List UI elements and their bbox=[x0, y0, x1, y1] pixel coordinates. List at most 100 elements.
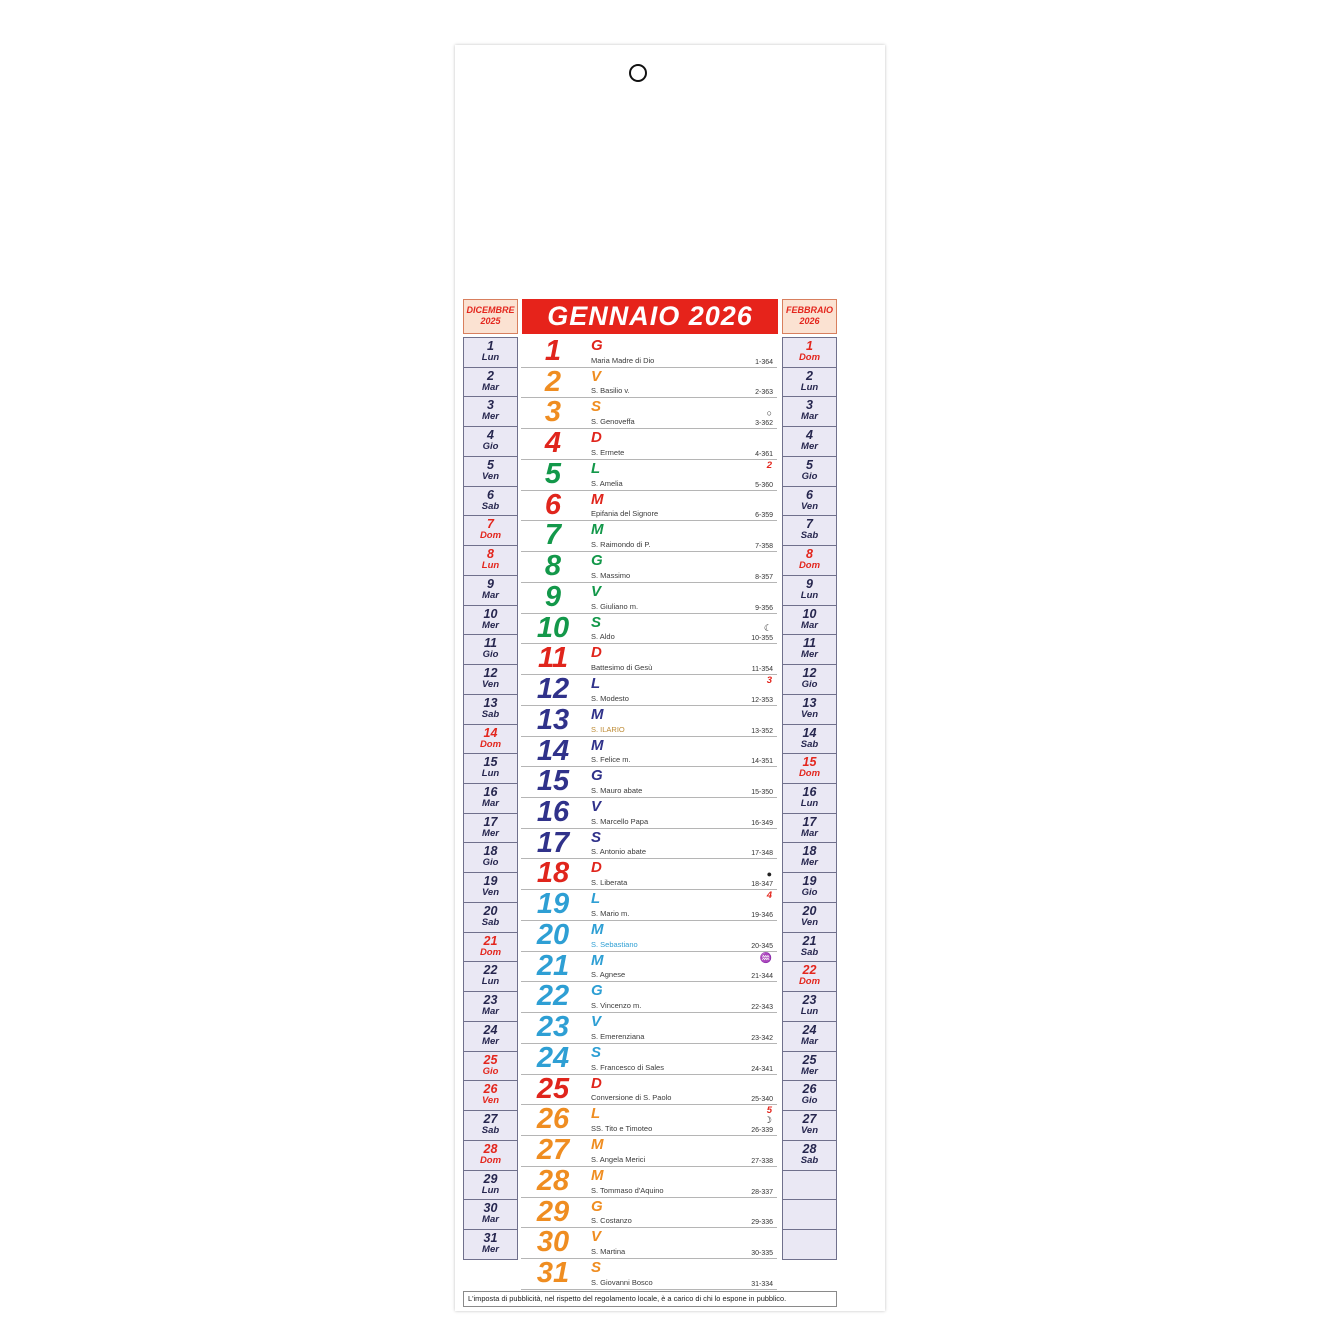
day-row: 14 M S. Felice m. 14-351 bbox=[521, 735, 777, 768]
next-month-year: 2026 bbox=[799, 316, 820, 326]
weekday-letter: D bbox=[591, 429, 602, 447]
side-day-cell: 23 Lun bbox=[782, 991, 837, 1022]
empty-cell bbox=[782, 1199, 837, 1231]
prev-month-year: 2025 bbox=[480, 316, 501, 326]
side-day-cell: 10 Mar bbox=[782, 604, 837, 636]
week-number-badge: 4 bbox=[766, 890, 772, 902]
day-number: 10 bbox=[536, 611, 570, 644]
side-day-cell: 6 Sab bbox=[463, 485, 518, 517]
day-of-year-counter: 12-353 bbox=[751, 696, 773, 704]
day-of-year-counter: 23-342 bbox=[751, 1034, 773, 1042]
saint-name: S. Martina bbox=[591, 1247, 626, 1257]
weekday-letter: S bbox=[591, 613, 602, 631]
prev-month-column: 1 Lun 2 Mar 3 Mer 4 Gio 5 Ven 6 Sab 7 Dom 8 Lun 9 Mar 10 Me… bbox=[463, 337, 518, 1260]
day-of-year-counter: 25-340 bbox=[751, 1096, 773, 1104]
day-number: 9 bbox=[544, 580, 562, 613]
day-number: 3 bbox=[544, 396, 562, 429]
side-day-weekday: Dom bbox=[479, 946, 502, 958]
side-day-number: 17 bbox=[483, 814, 498, 829]
side-day-cell: 7 Dom bbox=[463, 515, 518, 547]
day-number: 1 bbox=[544, 335, 562, 367]
day-number: 23 bbox=[536, 1011, 570, 1044]
side-day-number: 25 bbox=[802, 1052, 817, 1067]
side-day-number: 6 bbox=[806, 487, 813, 502]
side-day-number: 25 bbox=[483, 1052, 498, 1067]
day-row: 16 V S. Marcello Papa 16-349 bbox=[521, 796, 777, 829]
side-day-weekday: Mer bbox=[482, 619, 499, 631]
weekday-letter: G bbox=[591, 982, 603, 1000]
day-of-year-counter: 22-343 bbox=[751, 1004, 773, 1012]
week-number-badge: 3 bbox=[766, 675, 772, 687]
side-day-weekday: Sab bbox=[800, 530, 819, 542]
side-day-number: 23 bbox=[802, 993, 817, 1008]
side-day-number: 26 bbox=[802, 1082, 817, 1097]
side-day-number: 18 bbox=[802, 844, 817, 859]
day-of-year-counter: 16-349 bbox=[751, 819, 773, 827]
side-day-weekday: Lun bbox=[800, 798, 819, 810]
side-day-cell: 28 Sab bbox=[782, 1139, 837, 1171]
side-day-cell: 2 Lun bbox=[782, 366, 837, 398]
side-day-cell: 27 Ven bbox=[782, 1110, 837, 1141]
side-day-number: 4 bbox=[806, 428, 813, 443]
saint-name: S. Felice m. bbox=[591, 755, 631, 765]
side-day-number: 27 bbox=[483, 1112, 498, 1127]
week-number-badge: 5 bbox=[766, 1105, 772, 1117]
saint-name: Conversione di S. Paolo bbox=[591, 1093, 672, 1103]
side-day-cell: 11 Gio bbox=[463, 634, 518, 666]
side-day-cell: 3 Mer bbox=[463, 396, 518, 428]
day-number: 18 bbox=[536, 857, 570, 890]
saint-name: S. Amelia bbox=[591, 478, 623, 488]
side-day-number: 8 bbox=[487, 547, 494, 562]
side-day-weekday: Dom bbox=[798, 976, 821, 988]
saint-name: S. Tommaso d'Aquino bbox=[591, 1185, 664, 1195]
weekday-letter: D bbox=[591, 1074, 602, 1092]
side-day-cell: 15 Dom bbox=[782, 753, 837, 785]
side-day-weekday: Mar bbox=[801, 1035, 818, 1047]
day-of-year-counter: 15-350 bbox=[751, 789, 773, 797]
side-day-number: 20 bbox=[483, 903, 498, 918]
side-day-weekday: Ven bbox=[800, 500, 819, 512]
side-day-weekday: Ven bbox=[481, 679, 500, 691]
side-day-cell: 3 Mar bbox=[782, 396, 837, 428]
day-row: 13 M S. ILARIO 13-352 bbox=[521, 704, 777, 737]
empty-cell bbox=[782, 1229, 837, 1260]
side-day-weekday: Mer bbox=[801, 1065, 818, 1077]
side-day-number: 29 bbox=[483, 1171, 498, 1186]
day-number: 22 bbox=[536, 980, 570, 1013]
weekday-letter: M bbox=[591, 1136, 604, 1154]
side-day-weekday: Mar bbox=[801, 411, 818, 423]
day-number: 21 bbox=[536, 949, 570, 982]
day-row: 15 G S. Mauro abate 15-350 bbox=[521, 765, 777, 799]
day-row: 11 D Battesimo di Gesù 11-354 bbox=[521, 642, 777, 676]
saint-name: Epifania del Signore bbox=[591, 509, 659, 519]
side-day-weekday: Lun bbox=[481, 352, 500, 363]
side-day-number: 3 bbox=[806, 398, 813, 413]
day-of-year-counter: 27-338 bbox=[751, 1157, 773, 1165]
side-day-cell: 15 Lun bbox=[463, 753, 518, 785]
weekday-letter: V bbox=[591, 798, 602, 816]
day-number: 30 bbox=[536, 1226, 570, 1259]
side-day-number: 28 bbox=[802, 1141, 817, 1156]
day-of-year-counter: 21-344 bbox=[751, 973, 773, 981]
side-day-weekday: Lun bbox=[481, 560, 500, 572]
weekday-letter: D bbox=[591, 644, 602, 662]
day-of-year-counter: 26-339 bbox=[751, 1127, 773, 1135]
day-of-year-counter: 7-358 bbox=[755, 543, 773, 551]
side-day-number: 23 bbox=[483, 993, 498, 1008]
weekday-letter: S bbox=[591, 828, 602, 846]
day-of-year-counter: 3-362 bbox=[755, 420, 773, 428]
side-day-weekday: Mer bbox=[482, 1035, 499, 1047]
side-day-weekday: Dom bbox=[479, 1154, 502, 1166]
side-day-cell: 27 Sab bbox=[463, 1110, 518, 1141]
side-day-cell: 20 Ven bbox=[782, 901, 837, 933]
side-day-number: 26 bbox=[483, 1082, 498, 1097]
side-day-cell: 31 Mer bbox=[463, 1229, 518, 1260]
side-day-weekday: Dom bbox=[479, 738, 502, 750]
side-day-cell: 22 Lun bbox=[463, 961, 518, 993]
side-day-cell: 22 Dom bbox=[782, 961, 837, 993]
saint-name: S. Liberata bbox=[591, 878, 628, 888]
side-day-cell: 14 Dom bbox=[463, 723, 518, 755]
side-day-cell: 8 Dom bbox=[782, 545, 837, 576]
side-day-number: 30 bbox=[483, 1201, 498, 1216]
side-day-weekday: Ven bbox=[481, 470, 500, 482]
